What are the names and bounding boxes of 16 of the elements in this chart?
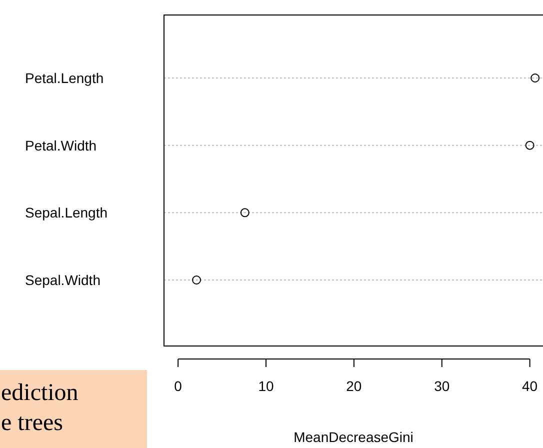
y-tick-label: Petal.Length [25, 70, 104, 86]
point [530, 74, 540, 82]
point [525, 140, 534, 150]
x-tick-label: 40 [522, 378, 538, 394]
y-tick-label: Sepal.Length [25, 204, 108, 221]
x-tick-label: 10 [258, 378, 274, 394]
x-axis-title: MeanDecreaseGini [294, 429, 414, 445]
text: ediction [1, 380, 78, 406]
y-tick-label: Sepal.Width [25, 272, 100, 288]
x-tick-label: 20 [346, 378, 362, 394]
x-tick-label: 30 [434, 378, 450, 394]
text: e trees [1, 410, 63, 436]
point [240, 208, 250, 218]
y-tick-label: Petal.Width [25, 137, 97, 154]
x-tick-label: 0 [174, 378, 182, 394]
point [192, 276, 202, 284]
